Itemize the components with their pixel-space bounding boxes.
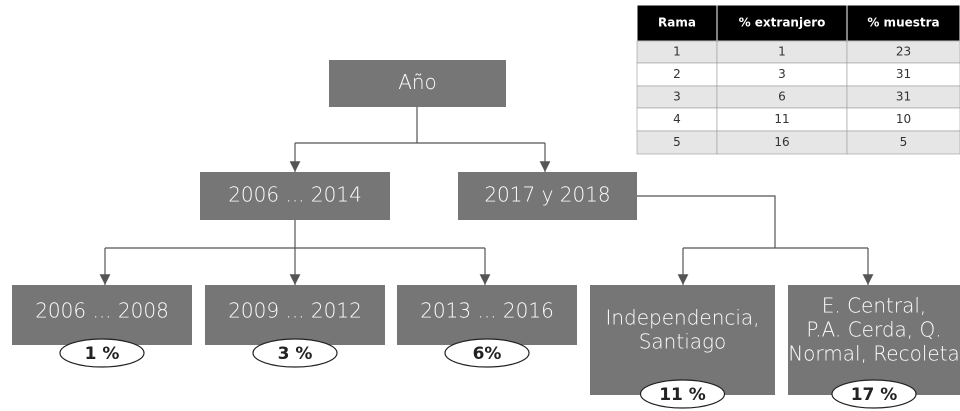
cell-text: 16 [774, 135, 789, 149]
node: Independencia,Santiago 11 % [590, 285, 775, 409]
node-label: Año [398, 70, 437, 94]
table-cell [846, 130, 960, 155]
pct-label: 6% [473, 344, 502, 364]
node-box [200, 172, 390, 220]
node: E. Central,P.A. Cerda, Q.Normal, Recolet… [788, 285, 960, 409]
header-text: % muestra [867, 16, 939, 30]
cell-text: 6 [778, 90, 786, 104]
pct-oval [639, 379, 726, 409]
cell-text: 11 [774, 112, 789, 126]
cell-text: 5 [900, 135, 908, 149]
pct-oval [444, 338, 530, 368]
pct-label: 3 % [278, 344, 313, 364]
node-label: Independencia, [605, 306, 759, 330]
cell-text: 10 [896, 112, 911, 126]
header-text: % extranjero [739, 16, 826, 30]
header-cell [846, 4, 960, 42]
cell-text: 3 [673, 90, 681, 104]
node-box [458, 172, 637, 220]
node-label: 2006 ... 2008 [35, 299, 169, 323]
node-label: E. Central, [822, 294, 927, 318]
pct-oval [831, 379, 917, 409]
node-label: 2006 ... 2014 [228, 183, 362, 207]
cell-text: 5 [673, 135, 681, 149]
cell-text: 23 [896, 45, 911, 59]
pct-label: 11 % [659, 385, 706, 405]
cell-text: 2 [673, 67, 681, 81]
node-box [12, 285, 192, 345]
node: 2017 y 2018 [458, 172, 637, 220]
header-text: Rama [658, 16, 696, 30]
node-label: 2017 y 2018 [484, 183, 610, 207]
node-label: 2009 ... 2012 [228, 299, 362, 323]
cell-text: 3 [778, 67, 786, 81]
pct-oval [252, 338, 338, 368]
node-box [329, 60, 506, 107]
connectors [99, 107, 874, 285]
pct-label: 1 % [85, 344, 120, 364]
node-label: Santiago [639, 330, 727, 354]
node: 2006 ... 2014 [200, 172, 390, 220]
cell-text: 31 [896, 67, 911, 81]
node-label: P.A. Cerda, Q. [806, 318, 941, 342]
node: 2006 ... 2008 1 % [12, 285, 192, 368]
cell-text: 31 [896, 90, 911, 104]
node-box [397, 285, 577, 345]
node-label: Normal, Recoleta [788, 342, 960, 366]
pct-label: 17 % [851, 385, 898, 405]
pct-oval [59, 338, 145, 368]
cell-text: 1 [673, 45, 681, 59]
node-box [590, 285, 775, 395]
node: 2009 ... 2012 3 % [205, 285, 385, 368]
node-box [205, 285, 385, 345]
node: Año [329, 60, 506, 107]
node: 2013 ... 2016 6% [397, 285, 577, 368]
cell-text: 4 [673, 112, 681, 126]
cell-text: 1 [778, 45, 786, 59]
node-label: 2013 ... 2016 [420, 299, 554, 323]
node-box [788, 285, 960, 395]
